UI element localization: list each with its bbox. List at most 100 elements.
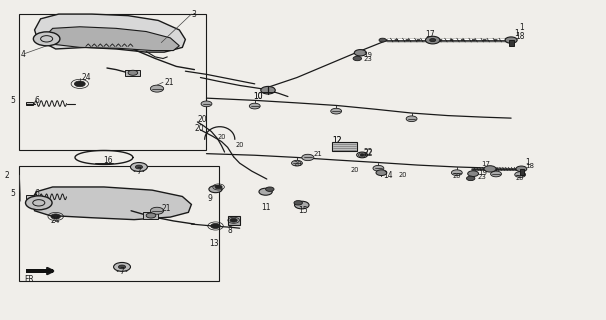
Circle shape — [425, 36, 440, 44]
Circle shape — [516, 166, 527, 172]
Circle shape — [468, 171, 479, 177]
Bar — [143, 212, 158, 219]
Text: 19: 19 — [364, 52, 372, 58]
Circle shape — [25, 196, 52, 210]
Circle shape — [360, 154, 365, 156]
Text: 21: 21 — [314, 151, 323, 157]
Text: 8: 8 — [228, 226, 232, 235]
Text: 14: 14 — [383, 172, 393, 180]
Text: 24: 24 — [81, 73, 91, 82]
Circle shape — [491, 171, 501, 177]
Text: 12: 12 — [332, 136, 341, 145]
Circle shape — [295, 201, 309, 209]
Circle shape — [211, 223, 221, 228]
Circle shape — [249, 103, 260, 109]
Circle shape — [379, 38, 386, 42]
Text: 23: 23 — [364, 56, 372, 62]
Circle shape — [505, 37, 517, 43]
Bar — [25, 195, 33, 199]
Text: 1: 1 — [514, 28, 519, 38]
Bar — [332, 142, 358, 151]
Circle shape — [128, 70, 138, 75]
Text: 3: 3 — [191, 10, 196, 19]
Circle shape — [451, 170, 462, 176]
Text: 10: 10 — [253, 92, 263, 101]
Text: 6: 6 — [35, 189, 39, 198]
Text: 5: 5 — [10, 189, 15, 198]
Text: FR.: FR. — [24, 275, 36, 284]
Bar — [19, 166, 219, 281]
Text: 17: 17 — [425, 30, 435, 39]
Bar — [19, 14, 207, 150]
Circle shape — [209, 186, 222, 193]
Circle shape — [150, 85, 164, 92]
Text: 7: 7 — [136, 167, 141, 176]
Circle shape — [294, 201, 302, 205]
Circle shape — [146, 213, 156, 218]
Circle shape — [355, 50, 367, 56]
Circle shape — [291, 160, 302, 166]
Circle shape — [430, 38, 436, 42]
Text: 6: 6 — [35, 96, 39, 105]
Circle shape — [376, 170, 387, 176]
Circle shape — [514, 172, 525, 178]
Text: 13: 13 — [210, 239, 219, 248]
Text: 18: 18 — [515, 32, 525, 41]
Text: 20: 20 — [218, 134, 226, 140]
Circle shape — [230, 218, 237, 222]
Text: 24: 24 — [51, 216, 61, 225]
Circle shape — [215, 185, 222, 189]
Text: 20: 20 — [453, 173, 461, 180]
Text: 20: 20 — [198, 115, 207, 124]
Text: 21: 21 — [161, 204, 171, 213]
Circle shape — [75, 81, 85, 87]
Bar — [125, 69, 140, 76]
Text: 22: 22 — [364, 148, 373, 157]
Circle shape — [259, 188, 272, 195]
Circle shape — [302, 154, 314, 161]
Text: 23: 23 — [478, 174, 487, 180]
Text: 5: 5 — [10, 96, 15, 105]
Circle shape — [33, 32, 60, 46]
Bar — [25, 269, 53, 273]
Circle shape — [373, 165, 384, 171]
Circle shape — [484, 166, 496, 172]
Circle shape — [331, 108, 342, 114]
Text: 20: 20 — [236, 142, 244, 148]
Bar — [228, 215, 239, 225]
Text: 2: 2 — [4, 171, 9, 180]
Circle shape — [118, 265, 125, 269]
Text: 20: 20 — [195, 124, 204, 133]
Text: 20: 20 — [350, 167, 359, 173]
Text: 4: 4 — [21, 50, 25, 59]
Text: 11: 11 — [261, 203, 270, 212]
Circle shape — [51, 214, 61, 219]
Circle shape — [130, 163, 147, 172]
Polygon shape — [35, 14, 185, 52]
Circle shape — [261, 86, 275, 94]
Circle shape — [113, 262, 130, 271]
Bar — [519, 169, 524, 175]
Text: 1: 1 — [525, 158, 530, 167]
Circle shape — [265, 187, 274, 191]
Text: 21: 21 — [164, 78, 174, 87]
Text: 22: 22 — [364, 148, 373, 157]
Text: 12: 12 — [332, 136, 341, 145]
Text: 7: 7 — [119, 267, 124, 276]
Text: 9: 9 — [208, 194, 213, 203]
Polygon shape — [47, 27, 179, 51]
Text: 20: 20 — [398, 172, 407, 178]
Text: 18: 18 — [525, 163, 534, 169]
Bar — [509, 40, 514, 46]
Circle shape — [135, 165, 142, 169]
Text: 1: 1 — [519, 23, 524, 32]
Text: 20: 20 — [515, 175, 524, 181]
Circle shape — [406, 116, 417, 122]
Text: 15: 15 — [298, 206, 308, 215]
Text: 10: 10 — [253, 92, 263, 101]
Text: 16: 16 — [103, 156, 112, 165]
Text: 19: 19 — [478, 170, 487, 176]
Text: 17: 17 — [481, 161, 490, 167]
Circle shape — [467, 176, 475, 180]
Bar — [25, 102, 33, 105]
